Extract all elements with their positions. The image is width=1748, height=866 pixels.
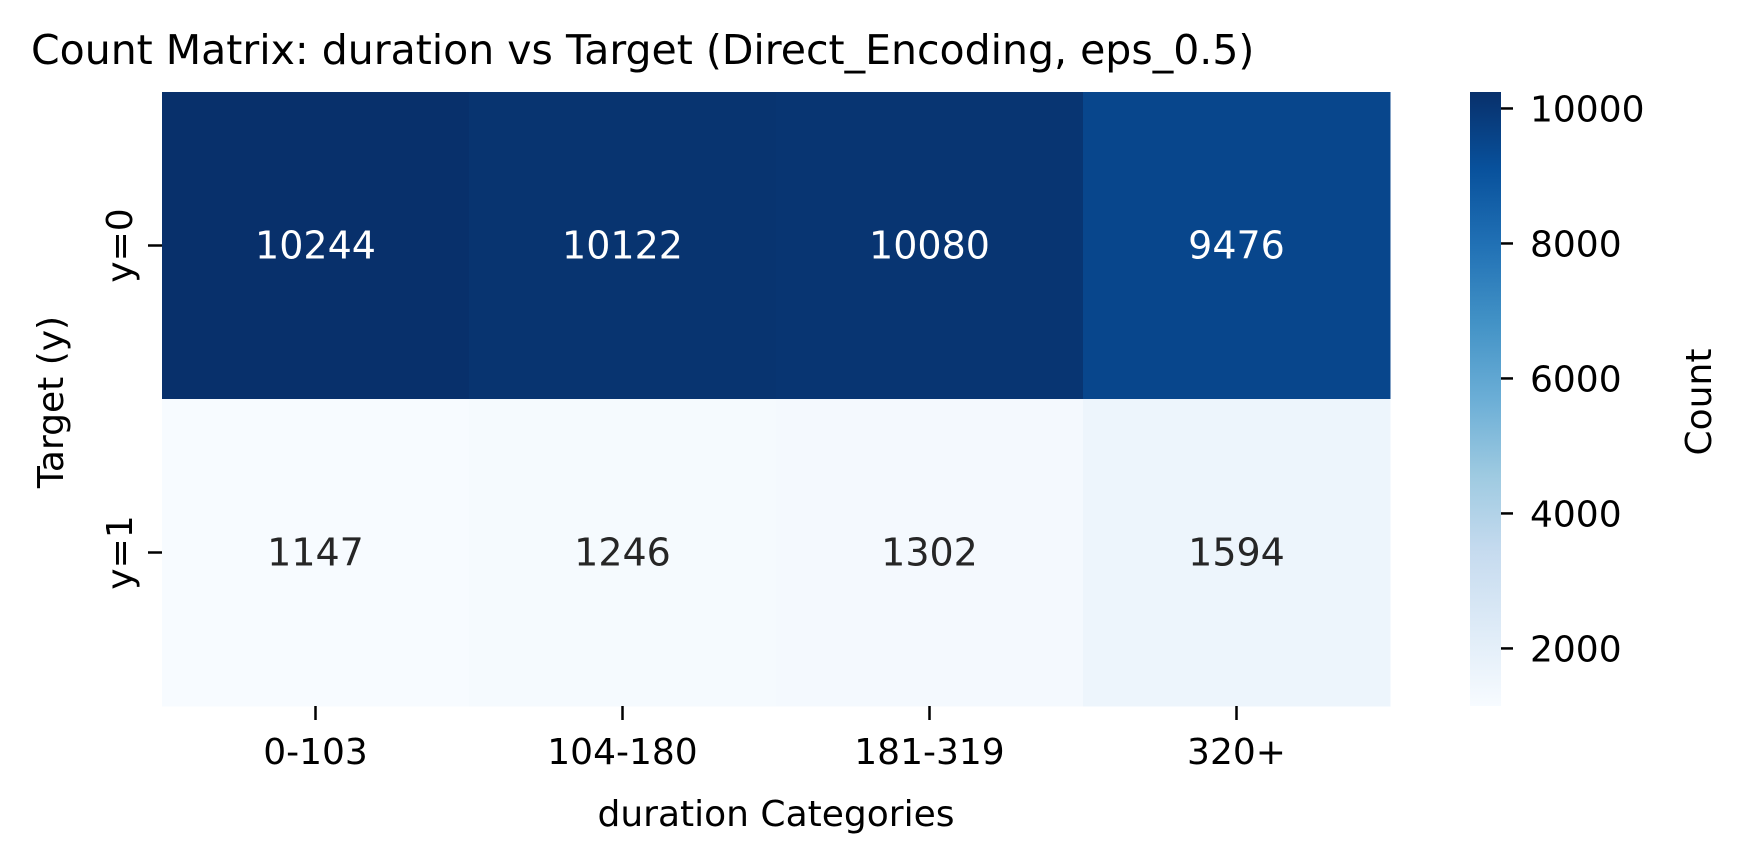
chart-title: Count Matrix: duration vs Target (Direct… [31, 26, 1254, 74]
cell-value-label: 10244 [255, 224, 376, 268]
colorbar-tick-label: 2000 [1530, 629, 1622, 670]
x-tick-label: 320+ [1187, 732, 1286, 773]
heatmap-cells [162, 92, 1391, 707]
cell-value-labels: 10244 10122 10080 9476 1147 1246 1302 1594 [255, 224, 1285, 575]
y-tick-label: y=0 [100, 208, 141, 282]
heatmap-cell [776, 399, 1084, 707]
colorbar-label: Count [1679, 349, 1720, 456]
x-axis-label: duration Categories [598, 794, 955, 835]
cell-value-label: 1246 [574, 531, 671, 575]
colorbar [1470, 92, 1501, 706]
colorbar-tick-label: 4000 [1530, 494, 1622, 535]
cell-value-label: 10122 [562, 224, 683, 268]
colorbar-tick-label: 6000 [1530, 359, 1622, 400]
colorbar-tick-label: 10000 [1530, 89, 1645, 130]
cell-value-label: 9476 [1188, 224, 1285, 268]
x-tick-label: 181-319 [854, 732, 1004, 773]
cell-value-label: 1147 [267, 531, 364, 575]
heatmap-cell [469, 399, 777, 707]
heatmap-cell [1083, 92, 1391, 400]
y-axis: y=0 y=1 [100, 208, 162, 590]
cell-value-label: 10080 [869, 224, 990, 268]
x-tick-label: 104-180 [547, 732, 697, 773]
x-axis: 0-103 104-180 181-319 320+ [263, 706, 1286, 773]
heatmap-cell [162, 92, 470, 400]
y-axis-label: Target (y) [31, 316, 72, 489]
y-tick-label: y=1 [100, 515, 141, 589]
heatmap-cell [162, 399, 470, 707]
x-tick-label: 0-103 [263, 732, 368, 773]
heatmap-cell [776, 92, 1084, 400]
heatmap-cell [469, 92, 777, 400]
cell-value-label: 1302 [881, 531, 978, 575]
colorbar-ticks: 2000 4000 6000 8000 10000 [1501, 89, 1645, 670]
cell-value-label: 1594 [1188, 531, 1285, 575]
heatmap-cell [1083, 399, 1391, 707]
colorbar-tick-label: 8000 [1530, 224, 1622, 265]
